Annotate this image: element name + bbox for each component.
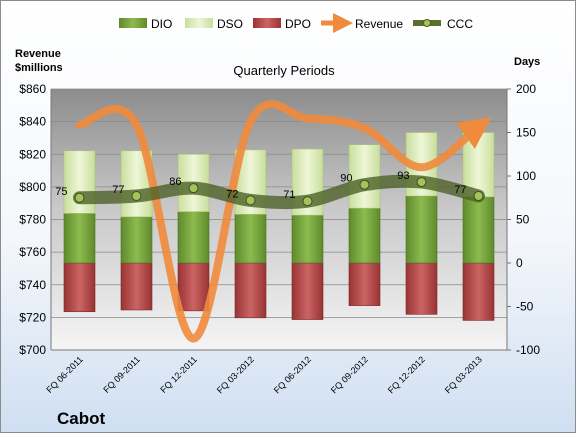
bar-dpo	[405, 262, 438, 315]
ccc-series: 75 77 86 72 71 90 93 77	[55, 170, 485, 210]
bar-dpo	[462, 262, 495, 321]
ccc-point	[416, 177, 427, 188]
category-label: FQ 09-2012	[329, 354, 370, 395]
ccc-point	[473, 191, 484, 202]
bar-dso	[348, 144, 381, 209]
ccc-point	[74, 192, 85, 203]
ccc-point	[131, 191, 142, 202]
left-tick-label: $820	[19, 147, 46, 161]
bar-dpo	[234, 262, 267, 319]
bar-dio	[462, 196, 495, 264]
ccc-data-label: 86	[169, 176, 181, 188]
category-label: FQ 06-2012	[272, 354, 313, 395]
ccc-data-label: 72	[226, 188, 238, 200]
revenue-line	[75, 100, 492, 343]
bar-dio	[348, 207, 381, 264]
bar-dpo	[291, 262, 324, 320]
left-tick-label: $720	[19, 310, 46, 324]
ccc-data-label: 75	[55, 186, 67, 198]
ccc-point	[245, 195, 256, 206]
category-label: FQ 06-2011	[44, 354, 85, 395]
ccc-point	[359, 179, 370, 190]
left-tick-label: $700	[19, 343, 46, 357]
right-axis: -100 -50 0 50 100 150 200	[51, 82, 540, 357]
left-tick-label: $780	[19, 213, 46, 227]
revenue-series	[75, 100, 492, 343]
category-axis: FQ 06-2011 FQ 09-2011 FQ 12-2011 FQ 03-2012…	[44, 354, 484, 395]
legend-swatch-dio	[119, 18, 147, 28]
right-tick-label: 100	[516, 169, 536, 183]
left-axis: $700 $720 $740 $760 $780 $800 $820 $840 $860	[19, 82, 52, 357]
right-tick-label: -100	[516, 343, 540, 357]
legend: DIO DSO DPO Revenue CCC	[119, 13, 473, 33]
bar-dio	[405, 195, 438, 264]
right-tick-label: -50	[516, 300, 534, 314]
ccc-data-label: 77	[112, 184, 124, 196]
left-tick-label: $760	[19, 245, 46, 259]
bar-dio	[63, 213, 96, 264]
right-tick-label: 50	[516, 213, 530, 227]
right-tick-label: 0	[516, 256, 523, 270]
ccc-data-label: 71	[283, 189, 295, 201]
ccc-point	[302, 196, 313, 207]
company-name: Cabot	[57, 409, 106, 428]
left-tick-label: $740	[19, 278, 46, 292]
bar-dio	[120, 216, 153, 264]
left-tick-label: $860	[19, 82, 46, 96]
chart-title: Quarterly Periods	[233, 63, 335, 78]
ccc-data-label: 77	[454, 184, 466, 196]
bar-dio	[177, 211, 210, 264]
legend-label-ccc: CCC	[447, 17, 473, 31]
legend-label-dio: DIO	[151, 17, 172, 31]
bar-dpo	[348, 262, 381, 306]
left-tick-label: $800	[19, 180, 46, 194]
category-label: FQ 03-2013	[443, 354, 484, 395]
right-tick-label: 200	[516, 82, 536, 96]
ccc-data-label: 93	[397, 170, 409, 182]
right-tick-label: 150	[516, 126, 536, 140]
right-axis-label: Days	[514, 56, 540, 68]
legend-swatch-dso	[185, 18, 213, 28]
category-label: FQ 12-2011	[158, 354, 199, 395]
ccc-data-label: 90	[340, 173, 352, 185]
bar-dpo	[63, 262, 96, 313]
category-label: FQ 03-2012	[215, 354, 256, 395]
left-tick-label: $840	[19, 115, 46, 129]
category-label: FQ 09-2011	[101, 354, 142, 395]
bar-dio	[234, 213, 267, 264]
ccc-point	[188, 183, 199, 194]
legend-label-dso: DSO	[217, 17, 243, 31]
left-axis-label-line2: $millions	[15, 62, 63, 74]
bar-dpo	[120, 262, 153, 311]
bar-dpo	[177, 262, 210, 312]
legend-label-dpo: DPO	[285, 17, 311, 31]
legend-swatch-dpo	[253, 18, 281, 28]
legend-label-revenue: Revenue	[355, 17, 403, 31]
legend-swatch-ccc-dot	[423, 19, 431, 27]
bar-dio	[291, 214, 324, 264]
category-label: FQ 12-2012	[386, 354, 427, 395]
left-axis-label-line1: Revenue	[15, 48, 61, 60]
